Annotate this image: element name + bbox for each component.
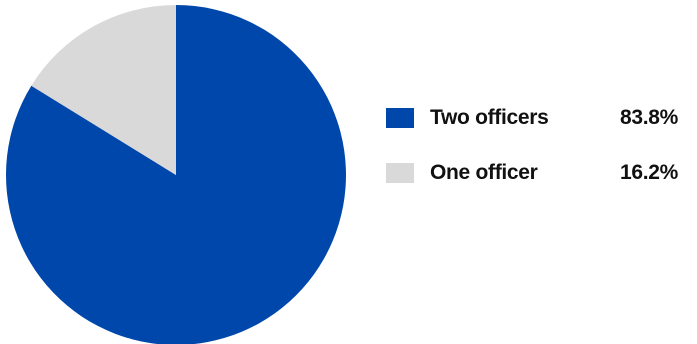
legend: Two officers 83.8% One officer 16.2% xyxy=(386,99,678,209)
pie-slice-two-officers xyxy=(6,5,346,344)
legend-value-one-officer: 16.2% xyxy=(619,161,678,184)
legend-value-two-officers: 83.8% xyxy=(619,106,678,129)
legend-item-two-officers: Two officers 83.8% xyxy=(386,99,678,137)
legend-item-one-officer: One officer 16.2% xyxy=(386,154,678,192)
legend-swatch-two-officers xyxy=(386,108,414,128)
legend-swatch-one-officer xyxy=(386,163,414,183)
legend-label-two-officers: Two officers xyxy=(430,106,549,129)
pie-slice-one-officer xyxy=(31,5,176,175)
legend-label-one-officer: One officer xyxy=(430,161,538,184)
